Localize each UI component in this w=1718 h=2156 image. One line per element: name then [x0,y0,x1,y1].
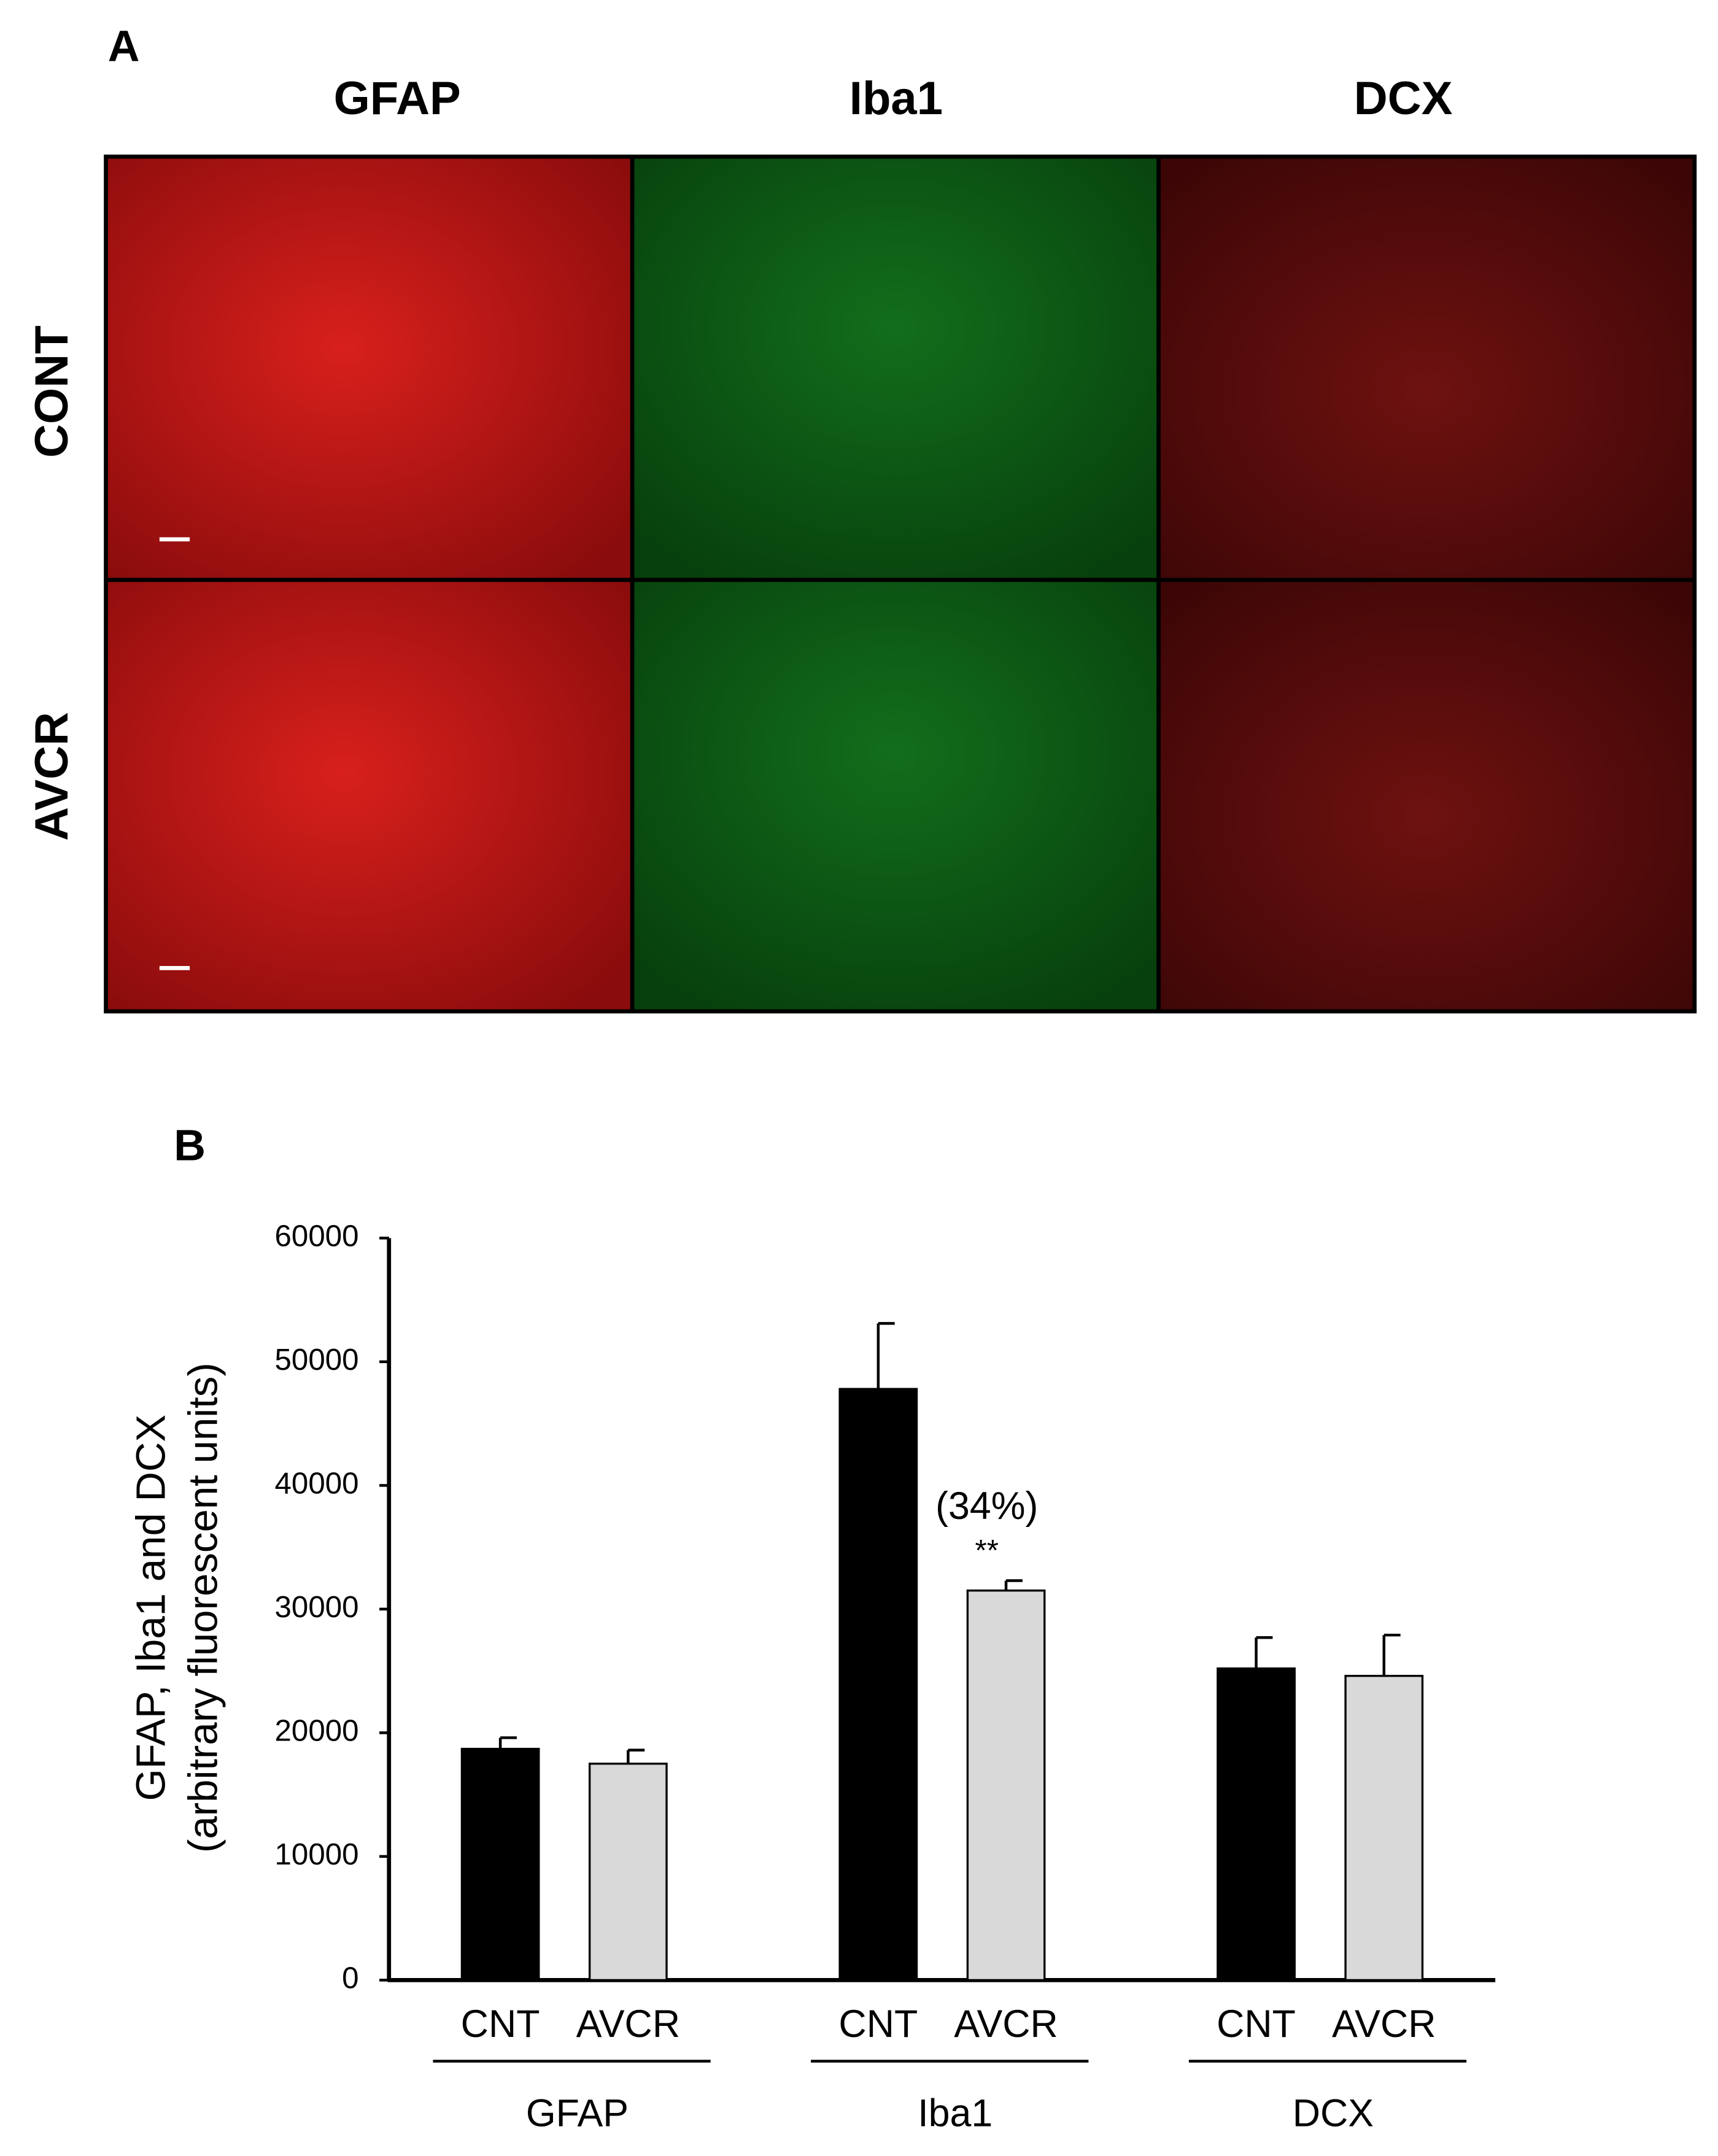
row-header: AVCR [26,712,78,841]
bar [588,1763,668,1982]
micrograph [107,579,633,1010]
bar-label: AVCR [1332,2003,1436,2046]
y-tick-label: 60000 [275,1219,359,1253]
x-tick-label: Iba1 [918,2092,992,2135]
y-axis-label: GFAP, Iba1 and DCX [128,1415,174,1801]
bar-label: AVCR [576,2003,681,2046]
y-tick-label: 0 [342,1961,358,1995]
row-header: CONT [26,325,78,458]
y-tick-label: 20000 [275,1714,359,1747]
bar-label: AVCR [954,2003,1058,2046]
bar [460,1747,540,1982]
panel-label: A [108,22,140,71]
annotation: ** [975,1534,999,1567]
bar [1217,1667,1296,1982]
scale-bar [159,966,190,970]
micrograph [1158,579,1693,1010]
y-tick-label: 50000 [275,1343,359,1377]
y-axis-label: (arbitrary fluorescent units) [180,1362,226,1853]
bar-chart: 0 10000 20000 30000 40000 50000 60000 CNT AVCR GF… [275,1219,1496,2135]
y-tick-label: 10000 [275,1837,359,1871]
micrograph [107,158,633,580]
micrograph [1158,158,1693,580]
column-header: DCX [1354,72,1453,125]
bar-label: CNT [461,2003,540,2046]
y-tick-label: 30000 [275,1590,359,1624]
column-header: Iba1 [849,72,943,125]
scale-bar [159,537,190,542]
micrograph [632,579,1159,1010]
y-tick-label: 40000 [275,1466,359,1500]
bar [966,1589,1046,1982]
x-tick-label: GFAP [526,2092,629,2135]
bar-label: CNT [838,2003,918,2046]
bar [838,1388,918,1982]
bar [1344,1675,1424,1982]
grid-border [104,154,1697,1014]
panel-label: B [174,1121,206,1170]
micrograph-grid [104,154,1697,1014]
annotation: (34%) [935,1485,1038,1528]
bar-label: CNT [1217,2003,1296,2046]
x-tick-label: DCX [1293,2092,1374,2135]
column-header: GFAP [334,72,461,125]
micrograph [632,158,1159,580]
